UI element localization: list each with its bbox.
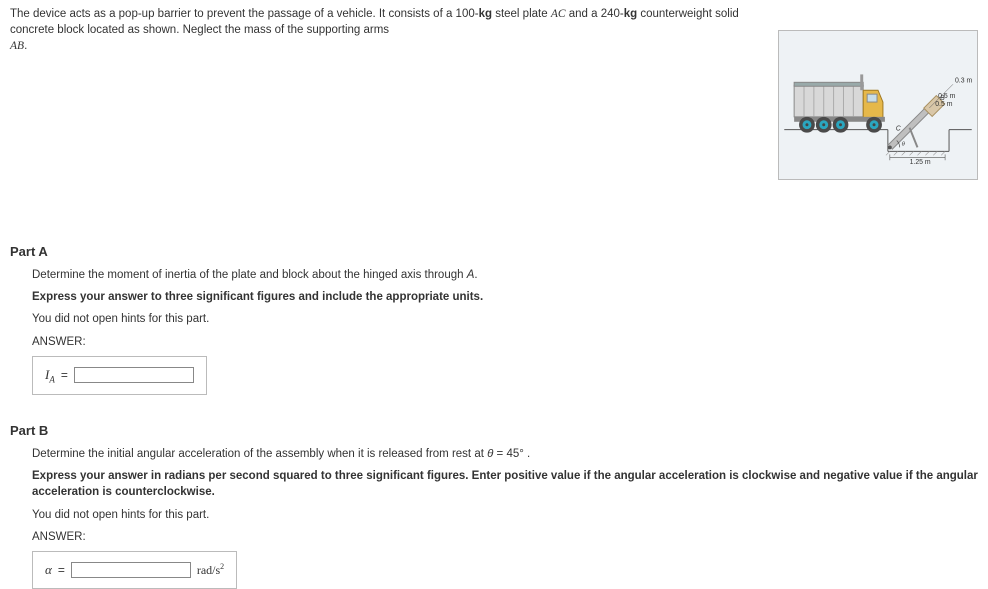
kg-unit-2: kg [624, 8, 637, 20]
unit-rads: rad/s [197, 563, 220, 577]
part-a-hint-msg: You did not open hints for this part. [32, 311, 978, 327]
part-b-prompt-pre: Determine the initial angular accelerati… [32, 448, 487, 460]
part-b-prompt: Determine the initial angular accelerati… [32, 446, 978, 462]
part-b-hint-msg: You did not open hints for this part. [32, 507, 978, 523]
part-b-instruction: Express your answer in radians per secon… [32, 468, 978, 500]
equals-sign-a: = [61, 368, 68, 382]
problem-text: The device acts as a pop-up barrier to p… [10, 8, 479, 20]
part-a-answer-box: IA = [32, 356, 207, 396]
var-AB: AB [10, 40, 24, 52]
part-a-prompt: Determine the moment of inertia of the p… [32, 267, 978, 283]
part-b-eq: = 45° . [493, 448, 530, 460]
part-b-unit: rad/s2 [197, 562, 224, 578]
part-a-title: Part A [10, 244, 978, 259]
part-a-instruction: Express your answer to three significant… [32, 289, 978, 305]
problem-statement: The device acts as a pop-up barrier to p… [10, 6, 780, 54]
part-a-prompt-post: . [474, 269, 477, 281]
part-a-prompt-pre: Determine the moment of inertia of the p… [32, 269, 467, 281]
part-b-title: Part B [10, 423, 978, 438]
part-b-answer-label: ANSWER: [32, 529, 978, 545]
figure-diagram: θ 0.3 m 0.5 m 0.5 m 1.25 m C B [778, 30, 978, 180]
part-a-symbol: IA [45, 367, 55, 385]
problem-text-mid1: steel plate [492, 8, 551, 20]
part-b-section: Part B Determine the initial angular acc… [10, 423, 978, 588]
kg-unit-1: kg [479, 8, 492, 20]
problem-text-end: . [24, 40, 27, 52]
symbol-I-sub: A [49, 374, 55, 384]
dim-0.3m: 0.3 m [955, 77, 972, 84]
part-b-answer-box: α = rad/s2 [32, 551, 237, 589]
equals-sign-b: = [58, 563, 65, 577]
part-b-symbol: α [45, 562, 52, 578]
unit-sup: 2 [220, 562, 224, 571]
part-a-answer-label: ANSWER: [32, 334, 978, 350]
part-b-answer-input[interactable] [71, 562, 191, 578]
var-AC: AC [551, 8, 566, 20]
dim-1.25m: 1.25 m [910, 159, 931, 166]
problem-text-mid2: and a 240- [566, 8, 624, 20]
part-a-answer-input[interactable] [74, 367, 194, 383]
part-a-section: Part A Determine the moment of inertia o… [10, 244, 978, 395]
